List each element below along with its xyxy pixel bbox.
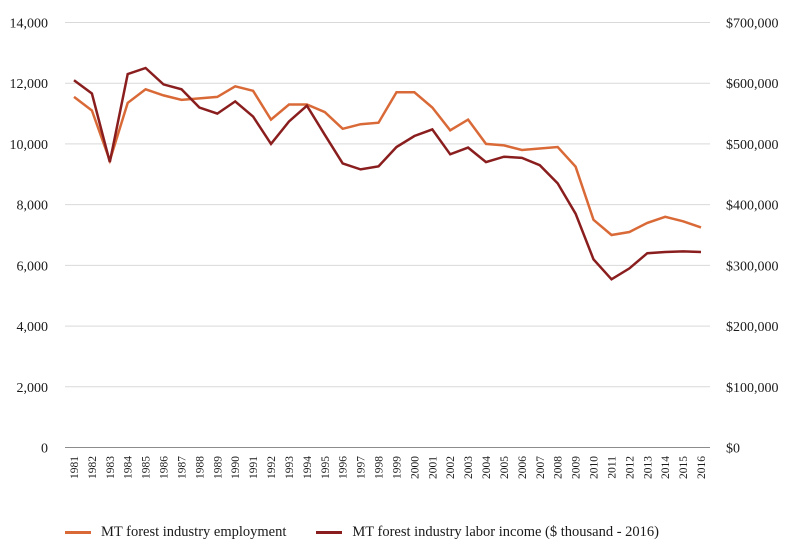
x-axis-year-label: 1994 [302,456,314,479]
x-axis-year-label: 1984 [123,456,135,479]
x-axis-year-label: 1986 [159,456,171,479]
x-axis-year-label: 1983 [105,456,117,479]
right-axis-tick-label: $600,000 [726,77,779,92]
left-axis-tick-label: 6,000 [17,259,49,274]
legend-label-labor-income: MT forest industry labor income ($ thous… [352,524,660,540]
x-axis-year-label: 2007 [535,456,547,479]
x-axis-year-label: 1988 [194,456,206,479]
legend-swatch-employment [65,531,91,534]
x-axis-year-label: 2006 [517,456,529,479]
x-axis-year-label: 1990 [230,456,242,479]
x-axis-year-label: 2012 [624,456,636,479]
left-axis-tick-label: 8,000 [17,199,49,214]
x-axis-year-label: 1993 [284,456,296,479]
x-axis-year-label: 1987 [176,456,188,479]
right-axis-tick-label: $300,000 [726,259,779,274]
x-axis-year-label: 2000 [409,456,421,479]
x-axis-year-label: 2008 [553,456,565,479]
x-axis-year-label: 2015 [678,456,690,479]
x-axis-year-label: 2001 [427,456,439,479]
x-axis-year-label: 2013 [642,456,654,479]
x-axis-year-label: 2014 [660,456,672,479]
x-axis-year-label: 2010 [589,456,601,479]
x-axis-year-label: 1991 [248,456,260,479]
left-axis-tick-label: 4,000 [17,320,49,335]
right-axis-tick-label: $200,000 [726,320,779,335]
left-axis-tick-label: 2,000 [17,381,49,396]
line-chart-canvas: 0 $0 2,000 $100,000 4,000 $200,000 6,000 $300,0… [10,17,779,480]
x-axis-year-label: 1999 [391,456,403,479]
x-axis-year-label: 2002 [445,456,457,479]
right-axis-tick-label: $700,000 [726,17,779,32]
left-axis-tick-label: 14,000 [10,17,49,32]
x-axis-year-label: 2009 [571,456,583,479]
x-axis-year-label: 1995 [320,456,332,479]
right-axis-tick-label: $0 [726,442,740,457]
right-axis-tick-label: $500,000 [726,138,779,153]
legend-swatch-labor-income [316,531,343,534]
x-axis-year-label: 1985 [141,456,153,479]
x-axis-year-label: 1998 [374,456,386,479]
x-axis-year-label: 1989 [212,456,224,479]
x-axis-year-label: 1982 [87,456,99,479]
x-axis-year-label: 1981 [69,456,81,479]
x-axis-year-label: 1992 [266,456,278,479]
legend-item-labor-income: MT forest industry labor income ($ thous… [316,524,659,541]
legend-item-employment: MT forest industry employment [65,524,286,541]
x-axis-year-label: 2003 [463,456,475,479]
x-axis-year-label: 2011 [606,456,618,479]
legend-label-employment: MT forest industry employment [101,524,287,540]
x-axis-year-label: 1996 [338,456,350,479]
x-axis-year-label: 2016 [696,456,708,479]
right-axis-tick-label: $400,000 [726,199,779,214]
income-line [73,66,702,281]
left-axis-tick-label: 0 [41,442,48,457]
right-axis-tick-label: $100,000 [726,381,779,396]
chart-legend: MT forest industry employment MT forest … [65,524,659,541]
x-axis-year-label: 1997 [356,456,368,479]
employment-line [73,84,702,237]
x-axis-year-label: 2005 [499,456,511,479]
x-axis-year-label: 2004 [481,456,493,479]
left-axis-tick-label: 10,000 [10,138,49,153]
left-axis-tick-label: 12,000 [10,77,49,92]
